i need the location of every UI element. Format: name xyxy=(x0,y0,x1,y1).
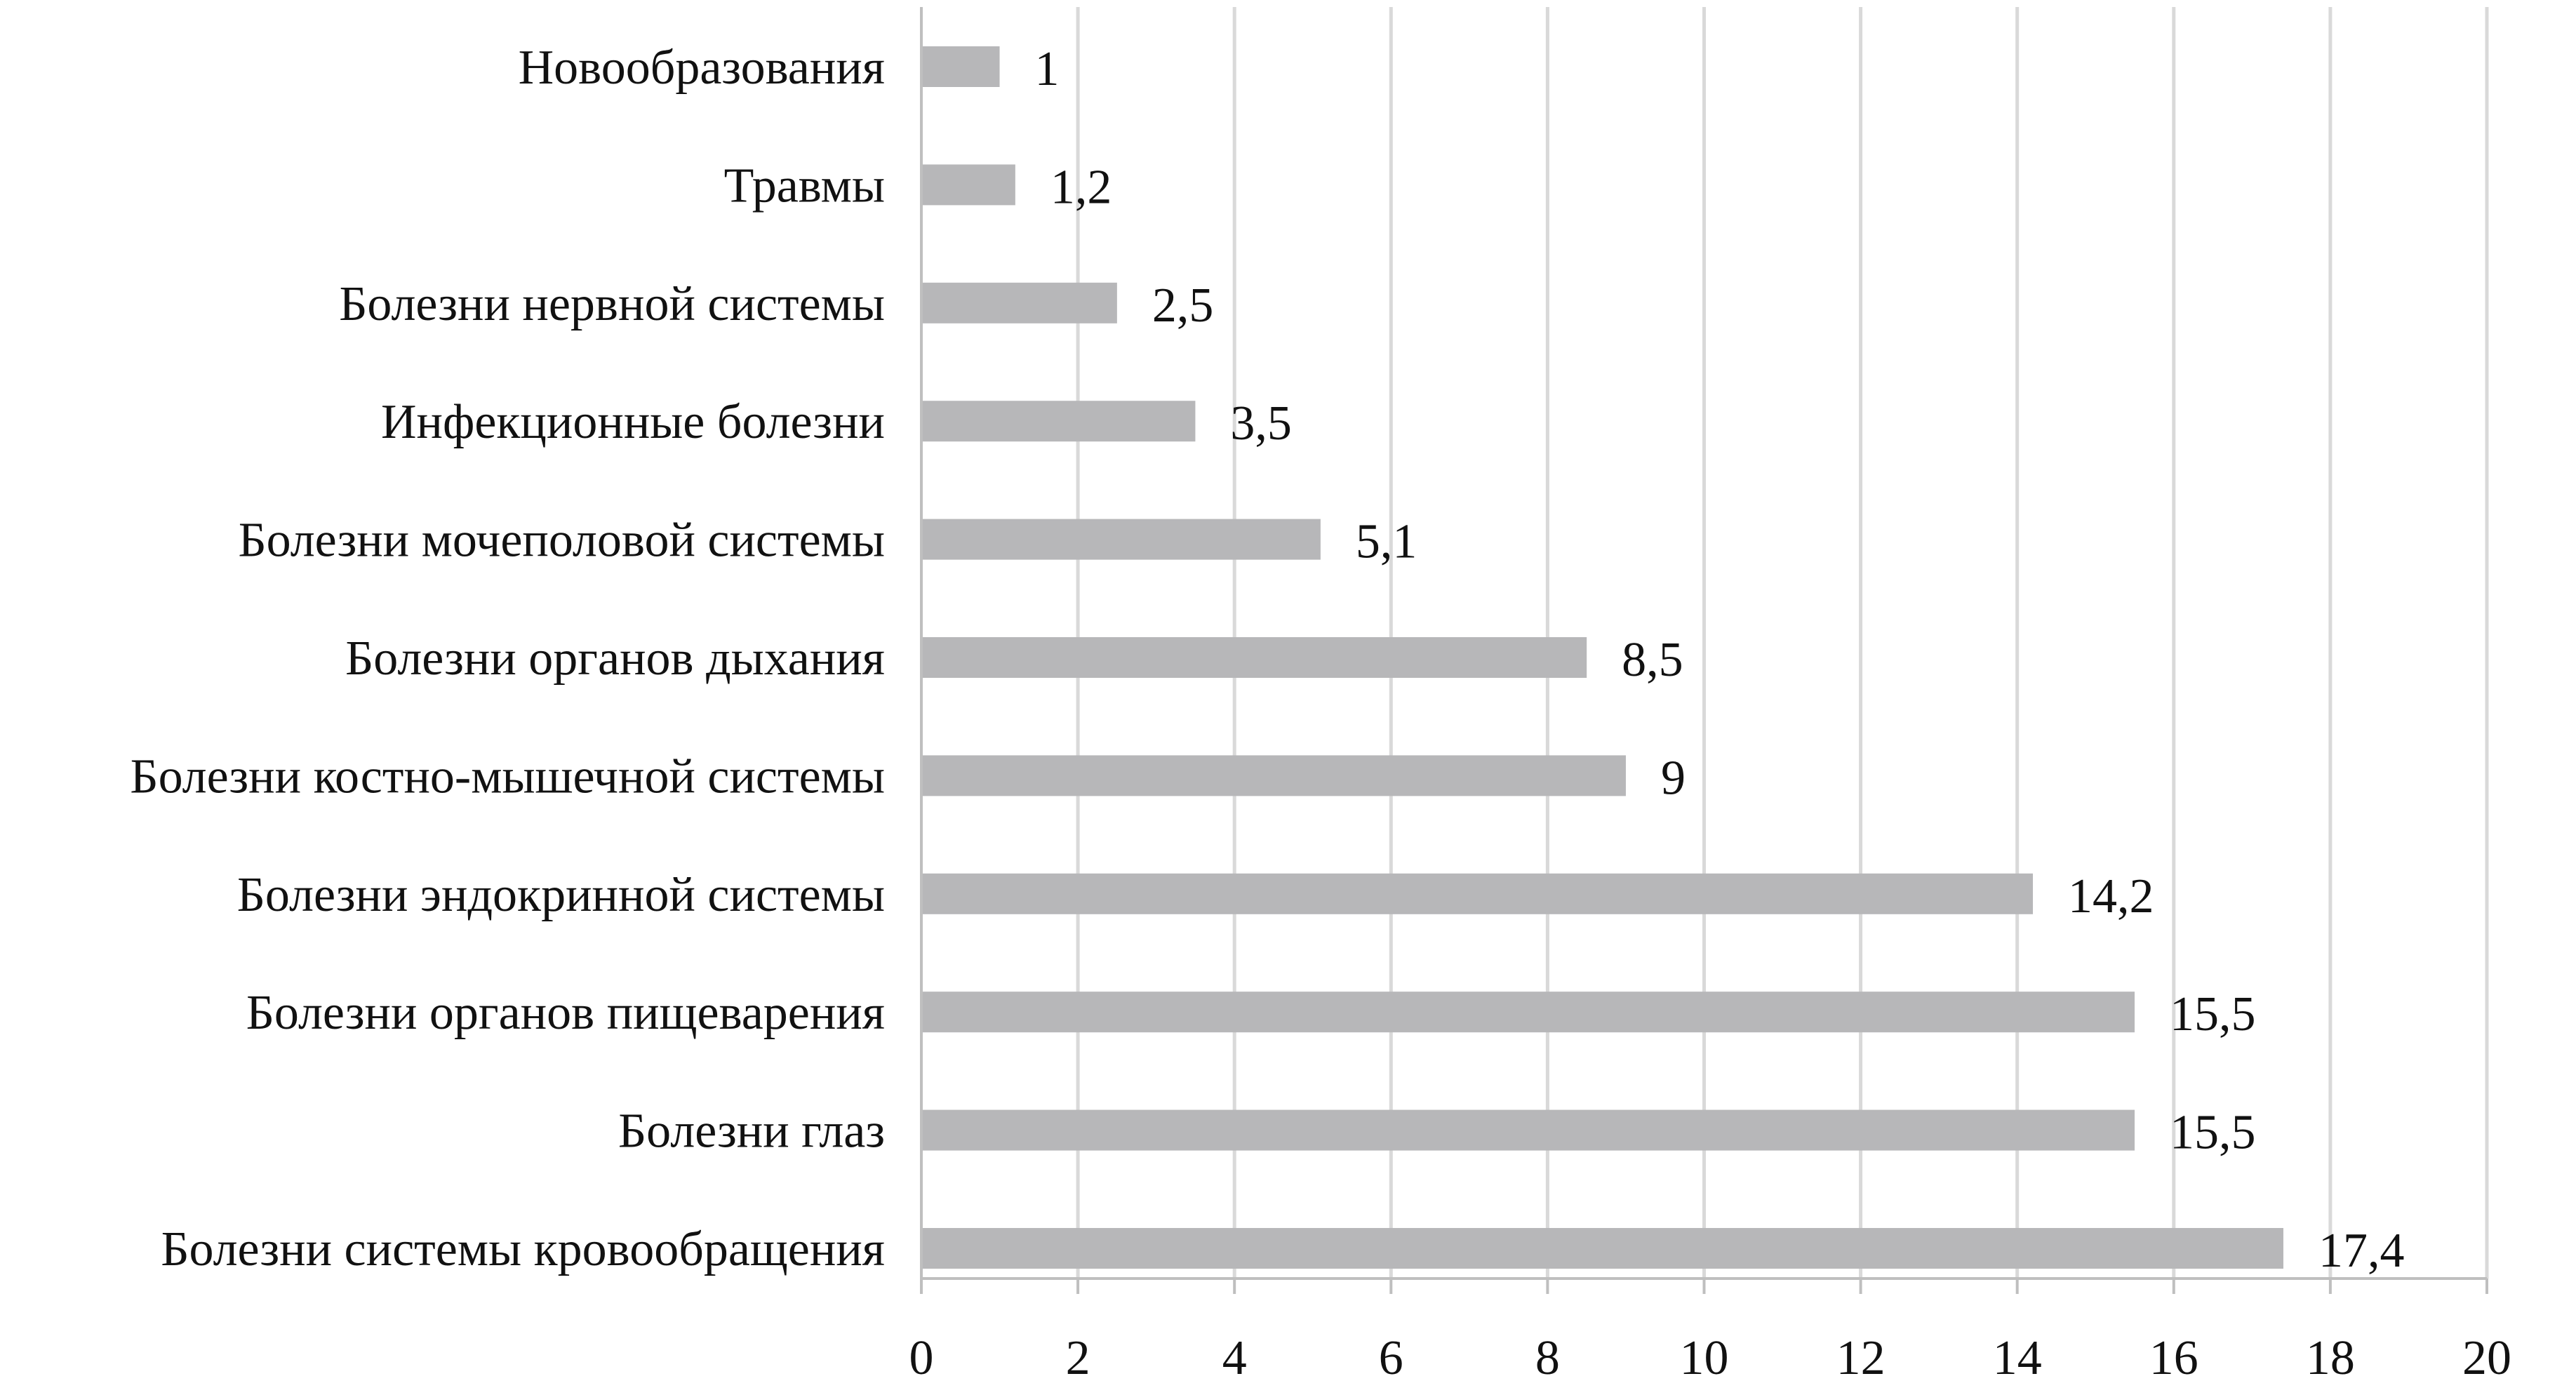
x-tick-label: 16 xyxy=(2149,1331,2198,1385)
category-label: Болезни органов пищеварения xyxy=(246,986,885,1040)
bar xyxy=(921,992,2135,1033)
x-tick-label: 8 xyxy=(1535,1331,1560,1385)
bar xyxy=(921,282,1117,323)
x-tick-label: 0 xyxy=(909,1331,934,1385)
category-label: Болезни органов дыхания xyxy=(345,632,885,686)
bar xyxy=(921,1109,2135,1151)
x-tick-label: 2 xyxy=(1066,1331,1090,1385)
x-tick-label: 20 xyxy=(2462,1331,2511,1385)
x-tick-label: 14 xyxy=(1993,1331,2042,1385)
category-label: Инфекционные болезни xyxy=(381,395,885,449)
labels: 0 2 4 6 8 10 12 14 16 18 20 Новообразования 1 Травмы 1… xyxy=(130,41,2511,1385)
category-label: Болезни нервной системы xyxy=(339,277,885,331)
bar xyxy=(921,755,1626,796)
category-label: Травмы xyxy=(724,159,885,213)
x-tick-label: 18 xyxy=(2306,1331,2355,1385)
bar xyxy=(921,46,1000,87)
data-label: 15,5 xyxy=(2170,1106,2256,1160)
data-label: 3,5 xyxy=(1230,396,1292,450)
bar xyxy=(921,401,1196,442)
axes xyxy=(920,7,2488,1294)
data-label: 15,5 xyxy=(2170,987,2256,1041)
category-label: Болезни костно-мышечной системы xyxy=(130,749,885,803)
bar xyxy=(921,873,2034,914)
x-tick-label: 4 xyxy=(1222,1331,1247,1385)
data-label: 8,5 xyxy=(1622,633,1683,687)
bar xyxy=(921,519,1321,560)
x-tick-label: 10 xyxy=(1680,1331,1729,1385)
category-label: Болезни мочеполовой системы xyxy=(238,514,885,568)
data-label: 2,5 xyxy=(1152,279,1214,333)
x-tick-label: 12 xyxy=(1836,1331,1886,1385)
gridlines xyxy=(1076,7,2489,1279)
category-label: Болезни глаз xyxy=(618,1104,885,1159)
bar xyxy=(921,164,1015,206)
bar xyxy=(921,637,1587,678)
bars xyxy=(921,46,2283,1269)
data-label: 1 xyxy=(1035,42,1060,96)
data-label: 14,2 xyxy=(2068,869,2154,923)
data-label: 9 xyxy=(1661,751,1686,805)
data-label: 1,2 xyxy=(1050,160,1112,214)
bar xyxy=(921,1228,2283,1269)
category-label: Новообразования xyxy=(519,41,885,95)
data-label: 5,1 xyxy=(1356,515,1417,569)
x-tick-label: 6 xyxy=(1379,1331,1403,1385)
category-label: Болезни эндокринной системы xyxy=(237,868,885,922)
data-label: 17,4 xyxy=(2318,1224,2405,1278)
category-label: Болезни системы кровообращения xyxy=(161,1222,885,1276)
